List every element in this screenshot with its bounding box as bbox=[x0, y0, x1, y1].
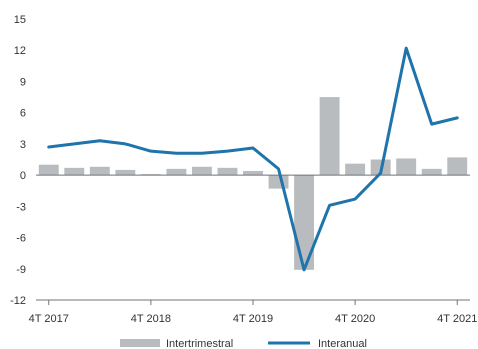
bar bbox=[421, 168, 442, 176]
bar bbox=[166, 168, 187, 176]
y-tick-label: 9 bbox=[20, 76, 26, 88]
bars-intertrimestral bbox=[38, 97, 468, 270]
bar bbox=[268, 175, 289, 189]
bar bbox=[447, 157, 468, 176]
y-tick-label: -6 bbox=[16, 233, 26, 245]
y-axis-ticks: 15 12 9 6 3 0 -3 -6 -9 -12 bbox=[10, 14, 26, 307]
bar bbox=[64, 167, 85, 176]
bar bbox=[319, 97, 340, 176]
legend-swatch-intertrimestral bbox=[120, 339, 160, 347]
bar bbox=[115, 169, 136, 176]
x-tick-label: 4T 2021 bbox=[437, 313, 477, 325]
x-tick-label: 4T 2018 bbox=[131, 313, 171, 325]
x-axis-ticks: 4T 2017 4T 2018 4T 2019 4T 2020 4T 2021 bbox=[29, 300, 477, 325]
y-tick-label: -9 bbox=[16, 264, 26, 276]
y-tick-label: 3 bbox=[20, 139, 26, 151]
legend: Intertrimestral Interanual bbox=[120, 338, 367, 349]
bar bbox=[140, 174, 161, 176]
y-tick-label: -3 bbox=[16, 201, 26, 213]
x-tick-label: 4T 2020 bbox=[335, 313, 375, 325]
series-line-interanual bbox=[47, 46, 459, 272]
y-tick-label: 0 bbox=[20, 170, 26, 182]
x-tick-label: 4T 2019 bbox=[233, 313, 273, 325]
x-tick-label: 4T 2017 bbox=[29, 313, 69, 325]
legend-label-interanual: Interanual bbox=[318, 338, 367, 349]
y-tick-label: 12 bbox=[14, 45, 26, 57]
y-tick-label: 6 bbox=[20, 108, 26, 120]
legend-label-intertrimestral: Intertrimestral bbox=[166, 338, 233, 349]
bar bbox=[89, 166, 110, 176]
y-tick-label: -12 bbox=[10, 295, 26, 307]
bar bbox=[191, 166, 212, 176]
bar bbox=[345, 163, 366, 176]
y-tick-label: 15 bbox=[14, 14, 26, 26]
bar bbox=[217, 167, 238, 176]
bar bbox=[243, 170, 263, 176]
bar bbox=[396, 158, 417, 176]
bar bbox=[38, 164, 59, 176]
